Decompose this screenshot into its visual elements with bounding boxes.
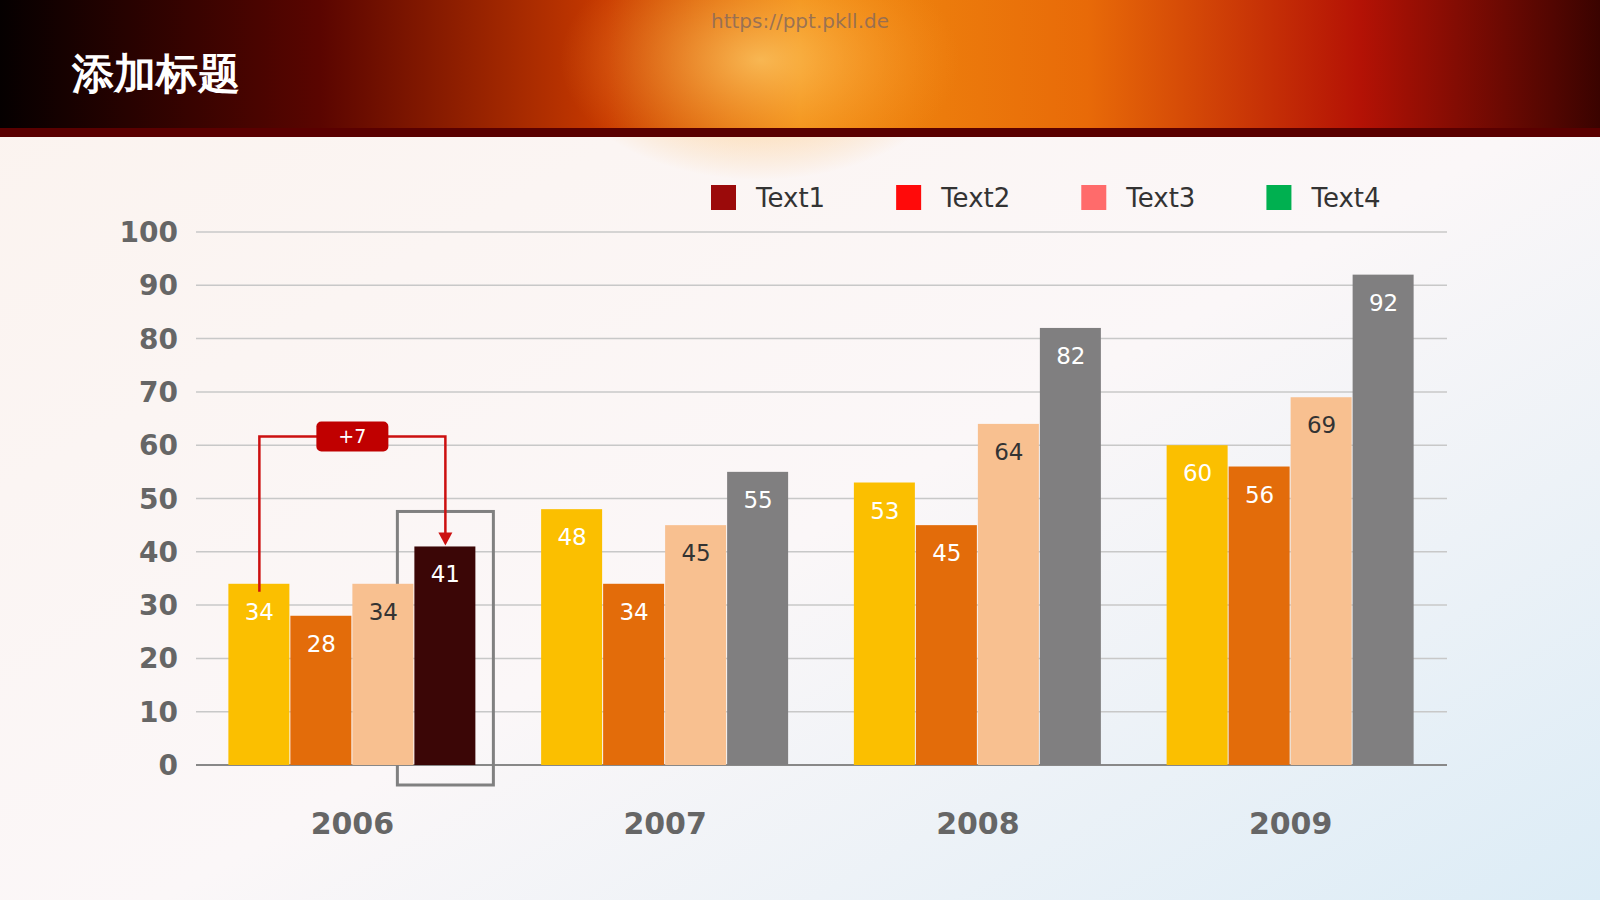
y-tick-label: 50 (139, 483, 178, 516)
legend-swatch (1081, 185, 1106, 210)
y-tick-label: 0 (159, 749, 178, 782)
watermark: https://ppt.pkll.de (711, 9, 889, 33)
bar (228, 584, 289, 765)
y-tick-label: 30 (139, 589, 178, 622)
legend-label: Text3 (1125, 183, 1195, 213)
data-label: 48 (557, 524, 586, 550)
x-tick-labels: 2006 2007 2008 2009 (311, 806, 1333, 841)
grid-line (196, 391, 1447, 393)
legend-label: Text2 (940, 183, 1010, 213)
y-tick-label: 70 (139, 376, 178, 409)
bar (1353, 275, 1414, 765)
y-tick-label: 10 (139, 696, 178, 729)
annotation-text: +7 (338, 425, 366, 447)
data-label: 60 (1183, 460, 1212, 486)
y-tick-label: 80 (139, 323, 178, 356)
data-label: 34 (369, 599, 398, 625)
data-label: 69 (1307, 412, 1336, 438)
header-glow (560, 0, 960, 180)
annotation-box (316, 421, 388, 451)
y-tick-label: 90 (139, 269, 178, 302)
bar (665, 525, 726, 765)
legend-swatch (711, 185, 736, 210)
grid-line (196, 338, 1447, 340)
header-stripe (0, 128, 1600, 137)
bar (1229, 467, 1290, 765)
background (0, 0, 1600, 900)
data-label: 64 (994, 439, 1023, 465)
data-label: 56 (1245, 482, 1274, 508)
grid-line (196, 231, 1447, 233)
y-tick-label: 60 (139, 429, 178, 462)
legend-label: Text4 (1310, 183, 1380, 213)
y-tick-label: 40 (139, 536, 178, 569)
bar (1040, 328, 1101, 765)
bar (916, 525, 977, 765)
y-tick-label: 100 (120, 216, 178, 249)
data-label: 34 (619, 599, 648, 625)
x-tick-label: 2008 (936, 806, 1020, 841)
data-label: 28 (307, 631, 336, 657)
bar (541, 509, 602, 765)
data-label: 45 (681, 540, 710, 566)
annotation-bracket (259, 436, 445, 591)
data-label: 53 (870, 498, 899, 524)
bar (414, 546, 475, 765)
y-tick-labels: 0 10 20 30 40 50 60 70 80 90 100 (120, 216, 178, 782)
grid (196, 232, 1447, 765)
title: 添加标题 (71, 49, 240, 98)
data-labels: 34 48 53 60 28 34 45 56 34 45 64 69 41 55 82 92 (245, 290, 1399, 657)
bar (1167, 445, 1228, 765)
data-label: 34 (245, 599, 274, 625)
legend-swatch (1266, 185, 1291, 210)
bar (290, 616, 351, 765)
bar (603, 584, 664, 765)
bar (352, 584, 413, 765)
legend-swatch (896, 185, 921, 210)
bars (228, 275, 1413, 765)
data-label: 41 (431, 561, 460, 587)
x-tick-label: 2009 (1249, 806, 1333, 841)
legend-label: Text1 (755, 183, 825, 213)
grid-line (196, 285, 1447, 287)
annotation: +7 (259, 421, 452, 591)
data-label: 92 (1369, 290, 1398, 316)
bar (727, 472, 788, 765)
bar (978, 424, 1039, 765)
annotation-arrowhead (438, 532, 452, 545)
data-label: 55 (743, 487, 772, 513)
chart-root: 添加标题 https://ppt.pkll.de 0 10 20 30 40 50 60 70 80… (0, 0, 1600, 900)
bar (854, 483, 915, 765)
legend: Text1 Text2 Text3 Text4 (711, 183, 1381, 213)
data-label: 45 (932, 540, 961, 566)
x-tick-label: 2006 (311, 806, 395, 841)
y-tick-label: 20 (139, 642, 178, 675)
x-tick-label: 2007 (623, 806, 707, 841)
data-label: 82 (1056, 343, 1085, 369)
bar (1291, 397, 1352, 765)
